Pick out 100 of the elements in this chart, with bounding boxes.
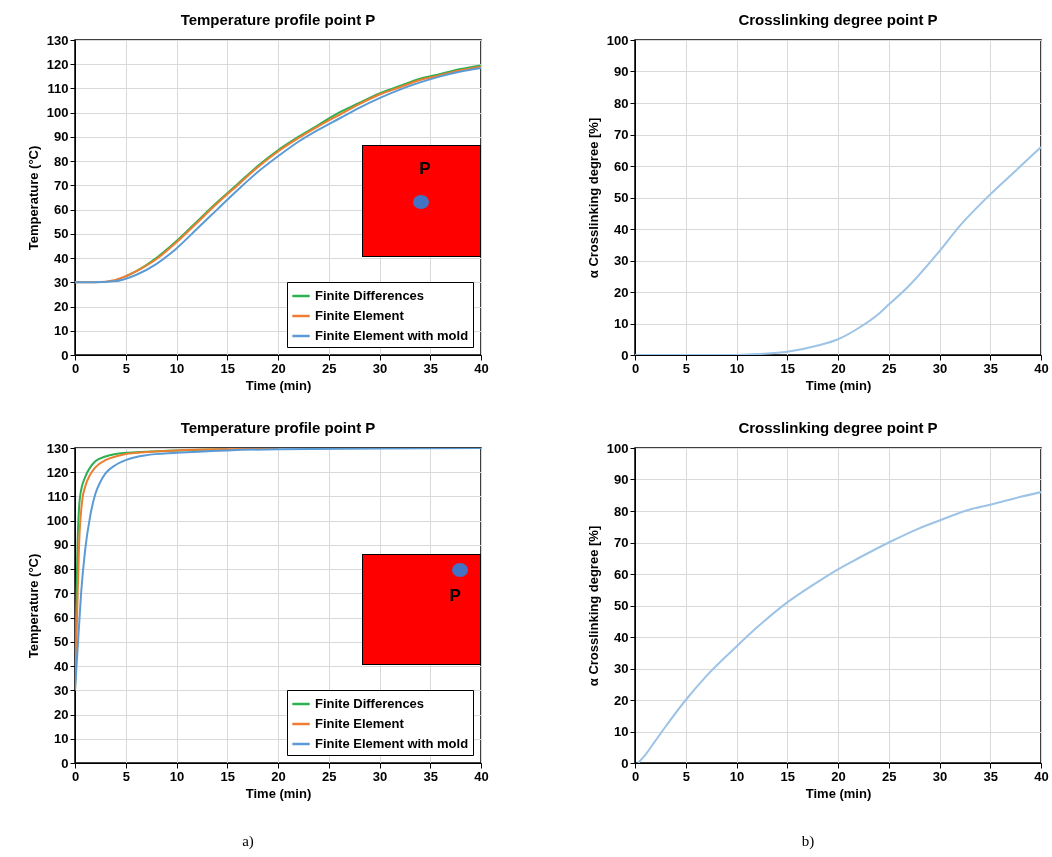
y-tick-label: 110 [47,488,69,504]
y-tick-label: 120 [46,56,69,72]
x-tick-label: 0 [631,768,640,784]
y-tick-label: 130 [46,32,69,48]
y-tick-label: 20 [54,299,69,315]
x-tick-label: 20 [831,360,846,376]
x-tick-label: 10 [169,360,185,376]
y-tick-label: 90 [614,64,629,79]
y-tick-label: 100 [606,32,629,48]
y-tick-label: 30 [614,253,629,268]
legend-label: Finite Differences [315,288,425,303]
y-tick-label: 70 [614,535,629,550]
y-tick-label: 50 [54,634,69,650]
y-tick-label: 80 [54,153,69,169]
x-axis-title: Time (min) [805,377,872,393]
x-axis-title: Time (min) [245,377,312,393]
x-tick-label: 35 [983,360,998,376]
y-tick-label: 100 [606,440,629,456]
chart-title: Temperature profile point P [180,419,376,436]
y-tick-label: 80 [54,561,69,577]
y-tick-label: 20 [54,707,69,723]
x-tick-label: 20 [271,360,286,376]
x-tick-label: 5 [122,360,130,376]
y-tick-label: 60 [614,566,629,582]
y-axis-title: α Crosslinking degree [%] [585,525,601,687]
x-tick-label: 0 [631,360,640,376]
chart-title: Temperature profile point P [180,11,376,28]
x-tick-label: 30 [372,360,388,376]
y-tick-label: 50 [614,598,629,613]
x-tick-label: 25 [322,768,337,784]
x-tick-label: 20 [831,768,846,784]
y-tick-label: 70 [614,127,629,142]
y-tick-label: 70 [54,585,69,601]
y-tick-label: 0 [61,347,69,363]
legend-label: Finite Element with mold [315,736,469,751]
y-tick-label: 30 [54,274,69,290]
y-tick-label: 20 [614,692,629,708]
y-tick-label: 50 [54,226,69,242]
y-tick-label: 0 [621,347,629,363]
chart-title: Crosslinking degree point P [738,11,938,28]
x-tick-label: 5 [122,768,130,784]
y-tick-label: 130 [46,440,69,456]
y-tick-label: 60 [54,610,69,626]
annotation: P [419,159,431,180]
x-tick-label: 30 [932,360,948,376]
y-tick-label: 10 [54,731,69,747]
y-tick-label: 100 [46,105,69,121]
y-tick-label: 0 [61,755,69,771]
y-tick-label: 40 [54,250,69,266]
legend-label: Finite Element with mold [315,328,469,343]
x-tick-label: 35 [983,768,998,784]
y-tick-label: 40 [614,629,629,645]
y-axis-title: Temperature (°C) [25,145,41,251]
x-tick-label: 0 [71,360,80,376]
x-tick-label: 25 [322,360,337,376]
y-tick-label: 40 [614,221,629,237]
y-tick-label: 90 [54,129,69,145]
y-tick-label: 80 [614,95,629,111]
y-tick-label: 30 [614,661,629,676]
text: b) [801,833,815,850]
y-axis-title: Temperature (°C) [25,553,41,659]
x-tick-label: 5 [682,360,690,376]
y-tick-label: 120 [46,464,69,480]
x-tick-label: 25 [882,768,897,784]
legend-label: Finite Differences [315,696,425,711]
x-tick-label: 10 [729,768,745,784]
x-tick-label: 10 [729,360,745,376]
x-tick-label: 35 [423,768,438,784]
x-tick-label: 10 [169,768,185,784]
x-tick-label: 40 [474,768,489,784]
x-tick-label: 40 [1034,360,1049,376]
y-tick-label: 80 [614,503,629,519]
x-tick-label: 25 [882,360,897,376]
x-axis-title: Time (min) [805,785,872,801]
x-tick-label: 35 [423,360,438,376]
text: a) [242,833,254,850]
y-tick-label: 50 [614,190,629,205]
annotation: P [449,586,461,607]
x-tick-label: 30 [372,768,388,784]
x-tick-label: 15 [220,768,235,784]
chart-title: Crosslinking degree point P [738,419,938,436]
y-tick-label: 110 [47,80,69,96]
x-axis-title: Time (min) [245,785,312,801]
legend-label: Finite Element [315,716,405,731]
y-tick-label: 40 [54,658,69,674]
y-tick-label: 10 [54,323,69,339]
x-tick-label: 30 [932,768,948,784]
y-tick-label: 90 [614,472,629,487]
y-tick-label: 10 [614,724,629,739]
y-tick-label: 60 [54,202,69,218]
x-tick-label: 40 [474,360,489,376]
x-tick-label: 20 [271,768,286,784]
y-tick-label: 100 [46,513,69,529]
y-tick-label: 10 [614,316,629,331]
y-tick-label: 70 [54,177,69,193]
x-tick-label: 5 [682,768,690,784]
x-tick-label: 0 [71,768,80,784]
y-tick-label: 60 [614,158,629,174]
y-tick-label: 20 [614,284,629,300]
y-axis-title: α Crosslinking degree [%] [585,117,601,279]
